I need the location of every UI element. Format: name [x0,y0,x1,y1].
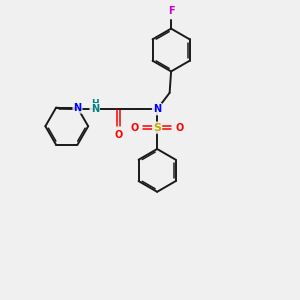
Text: N: N [74,103,82,113]
Text: N: N [91,104,99,114]
Text: S: S [153,123,161,133]
Text: O: O [176,123,184,133]
Text: N: N [153,104,161,114]
Text: O: O [114,130,123,140]
Text: H: H [91,99,98,108]
Text: O: O [130,123,138,133]
Text: F: F [168,6,174,16]
